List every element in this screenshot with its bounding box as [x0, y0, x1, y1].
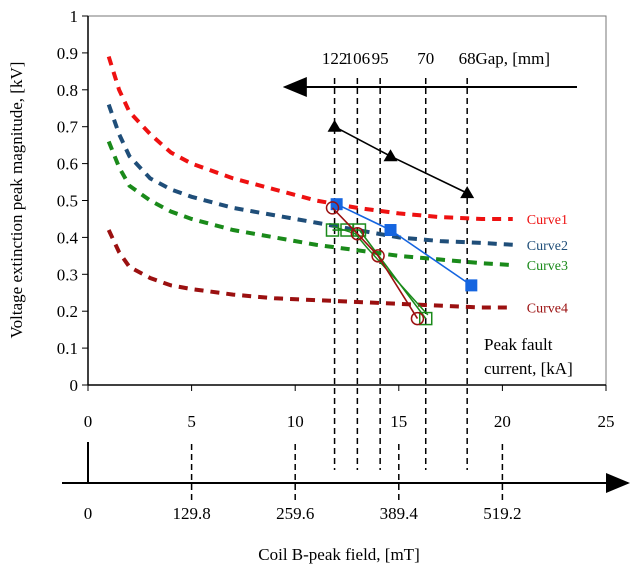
curve-label: Curve1 — [527, 213, 568, 228]
x-axis-ticks: 0 5 10 15 20 25 — [84, 385, 615, 431]
measured-line — [331, 207, 419, 320]
y-tick-label: 0.8 — [57, 81, 78, 100]
curve-label: Curve3 — [527, 259, 568, 274]
secondary-tick-label: 519.2 — [483, 504, 521, 523]
y-tick-label: 0.6 — [57, 155, 78, 174]
y-tick-label: 0.3 — [57, 265, 78, 284]
curve-line — [106, 103, 513, 247]
y-tick-label: 1 — [70, 7, 79, 26]
x-tick-label: 15 — [390, 412, 407, 431]
measured-series — [325, 119, 478, 326]
open-square-marker — [418, 311, 433, 326]
y-tick-label: 0.5 — [57, 192, 78, 211]
curves: Curve1 Curve2 Curve3 Curve4 — [106, 55, 568, 317]
gap-tick-label: 106 — [345, 49, 371, 68]
plot-border — [87, 15, 607, 386]
open-circle-marker — [371, 249, 385, 263]
secondary-tick-label: 129.8 — [172, 504, 210, 523]
y-axis-label: Voltage extinction peak magnitude, [kV] — [7, 62, 26, 339]
y-tick-label: 0 — [70, 376, 79, 395]
secondary-x-axis: 0 129.8 259.6 389.4 519.2 — [62, 442, 630, 523]
y-axis-ticks: 0 0.1 0.2 0.3 0.4 0.5 0.6 0.7 0.8 0.9 1 — [57, 7, 88, 395]
y-tick-label: 0.9 — [57, 44, 78, 63]
gap-tick-label: 95 — [372, 49, 389, 68]
gap-tick-label: 122 — [322, 49, 348, 68]
gap-label: Gap, [mm] — [475, 49, 550, 68]
curve-label: Curve4 — [527, 302, 568, 317]
curve-line — [106, 229, 513, 310]
square-marker — [384, 224, 397, 237]
square-marker — [465, 279, 478, 292]
open-circle-marker — [410, 311, 425, 326]
secondary-tick-label: 0 — [84, 504, 93, 523]
measured-line — [334, 125, 468, 194]
y-tick-label: 0.4 — [57, 228, 79, 247]
x-axis-annotation-line2: current, [kA] — [484, 359, 573, 378]
secondary-x-axis-label: Coil B-peak field, [mT] — [258, 545, 419, 564]
x-tick-label: 10 — [287, 412, 304, 431]
x-axis-annotation-line1: Peak fault — [484, 335, 553, 354]
x-tick-label: 20 — [494, 412, 511, 431]
measured-line — [332, 229, 427, 320]
open-circle-marker — [325, 201, 340, 215]
y-tick-label: 0.7 — [57, 118, 79, 137]
open-square-marker — [325, 223, 340, 237]
secondary-tick-label: 259.6 — [276, 504, 314, 523]
gap-tick-label: 68 — [459, 49, 476, 68]
plot-area — [87, 15, 607, 386]
curve-line — [106, 55, 513, 221]
gap-tick-label: 70 — [417, 49, 434, 68]
triangle-marker — [460, 186, 475, 199]
x-tick-label: 25 — [598, 412, 615, 431]
triangle-marker — [327, 119, 342, 132]
secondary-tick-label: 389.4 — [380, 504, 419, 523]
y-tick-label: 0.1 — [57, 339, 78, 358]
open-circle-marker — [350, 226, 365, 241]
x-tick-label: 0 — [84, 412, 93, 431]
x-tick-label: 5 — [187, 412, 196, 431]
y-tick-label: 0.2 — [57, 302, 78, 321]
triangle-marker — [383, 149, 398, 162]
curve-line — [106, 140, 513, 268]
curve-label: Curve2 — [527, 239, 568, 254]
